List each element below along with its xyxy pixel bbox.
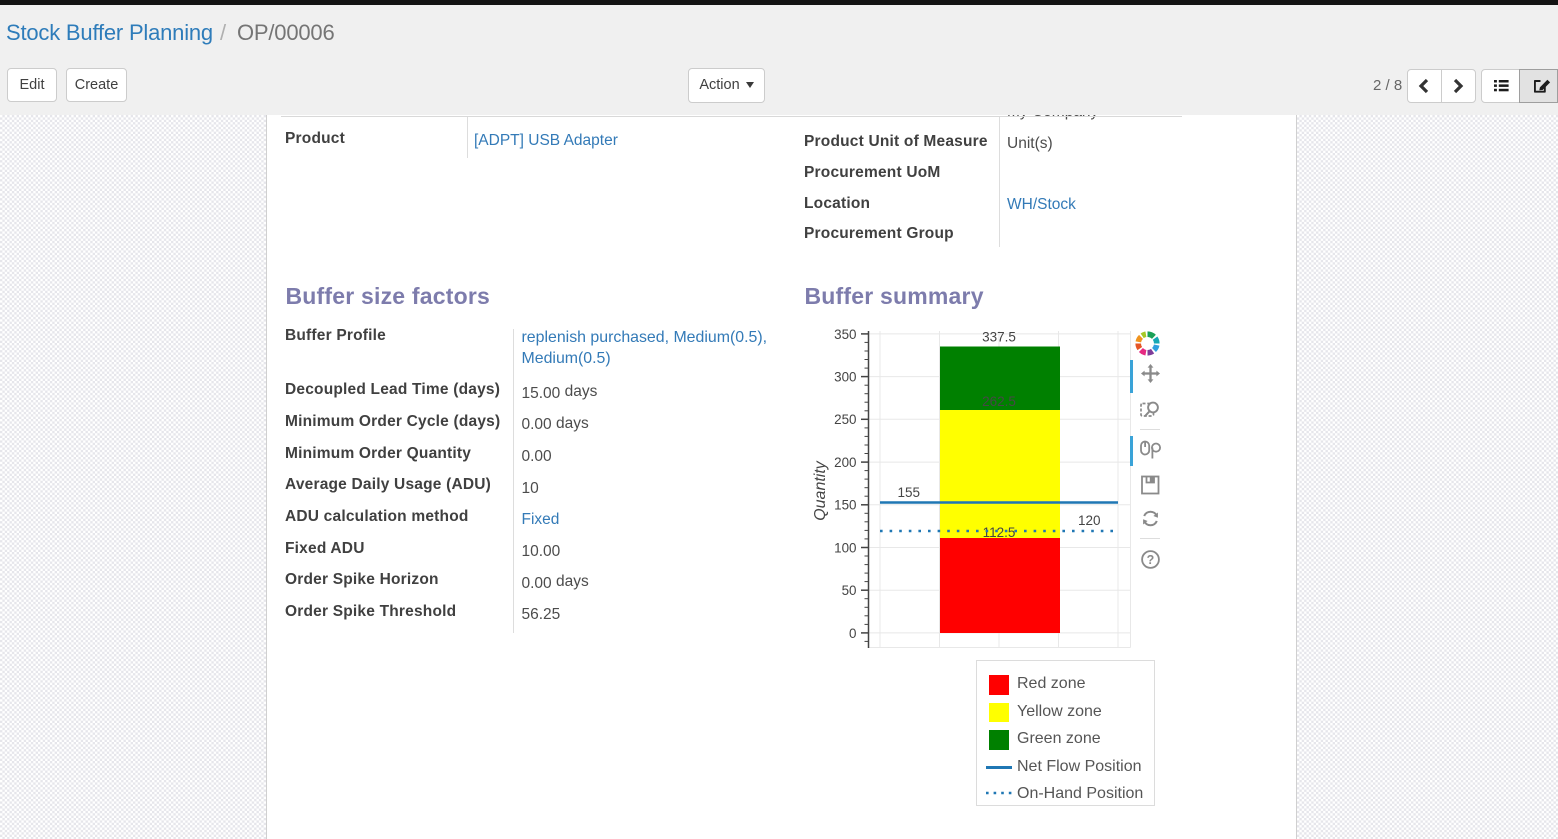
svg-text:50: 50 [842, 583, 857, 598]
svg-text:100: 100 [834, 540, 856, 555]
svg-text:?: ? [1147, 553, 1155, 567]
svg-text:262.5: 262.5 [982, 394, 1016, 409]
svg-text:337.5: 337.5 [982, 330, 1016, 345]
svg-text:300: 300 [834, 370, 856, 385]
svg-text:112.5: 112.5 [983, 525, 1016, 540]
svg-text:120: 120 [1078, 513, 1101, 528]
svg-text:200: 200 [834, 455, 856, 470]
svg-text:150: 150 [834, 498, 856, 513]
svg-text:250: 250 [834, 412, 856, 427]
svg-text:Quantity: Quantity [812, 460, 829, 521]
svg-text:350: 350 [834, 327, 856, 342]
svg-text:155: 155 [897, 485, 920, 500]
svg-text:0: 0 [849, 626, 856, 641]
